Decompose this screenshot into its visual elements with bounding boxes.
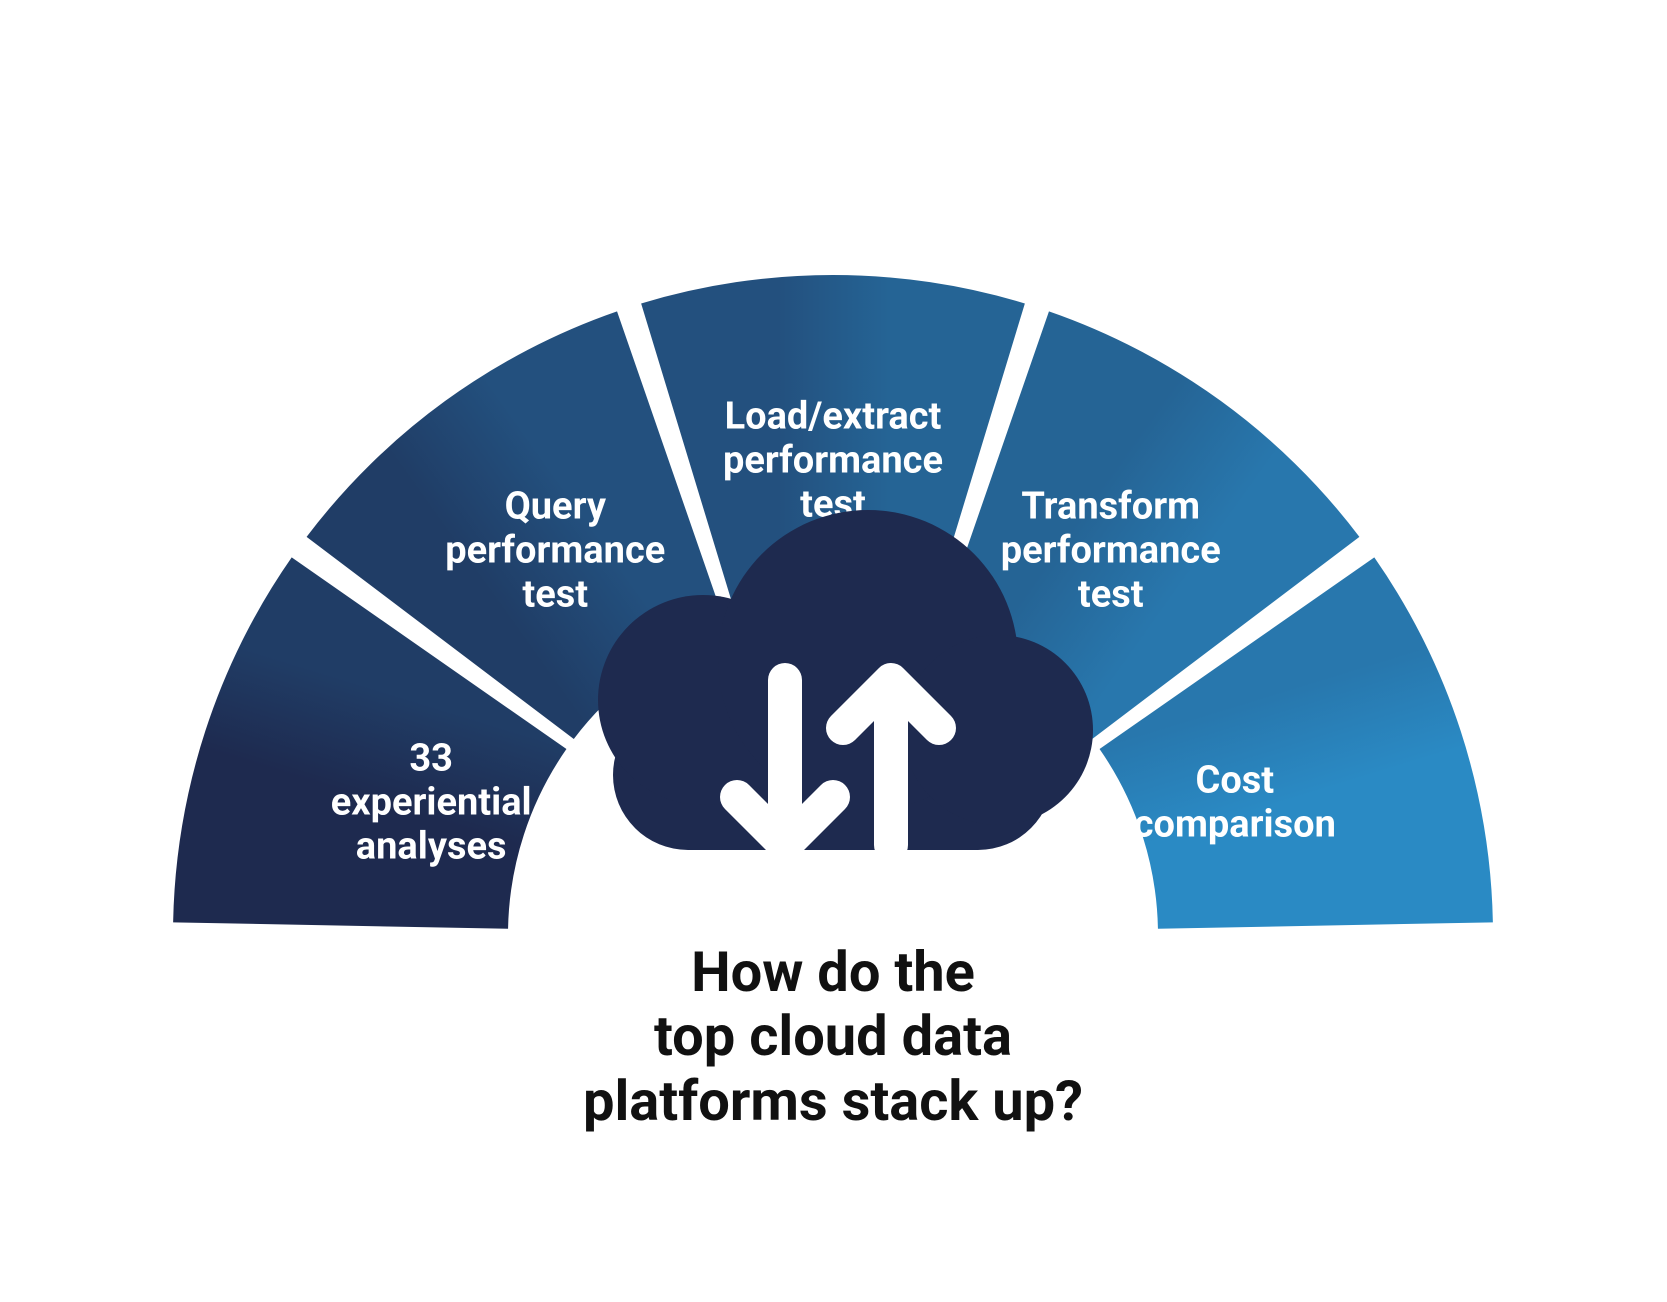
main-heading: How do thetop cloud dataplatforms stack … xyxy=(453,940,1213,1133)
infographic-stage: 33experientialanalysesQueryperformancete… xyxy=(0,0,1667,1302)
